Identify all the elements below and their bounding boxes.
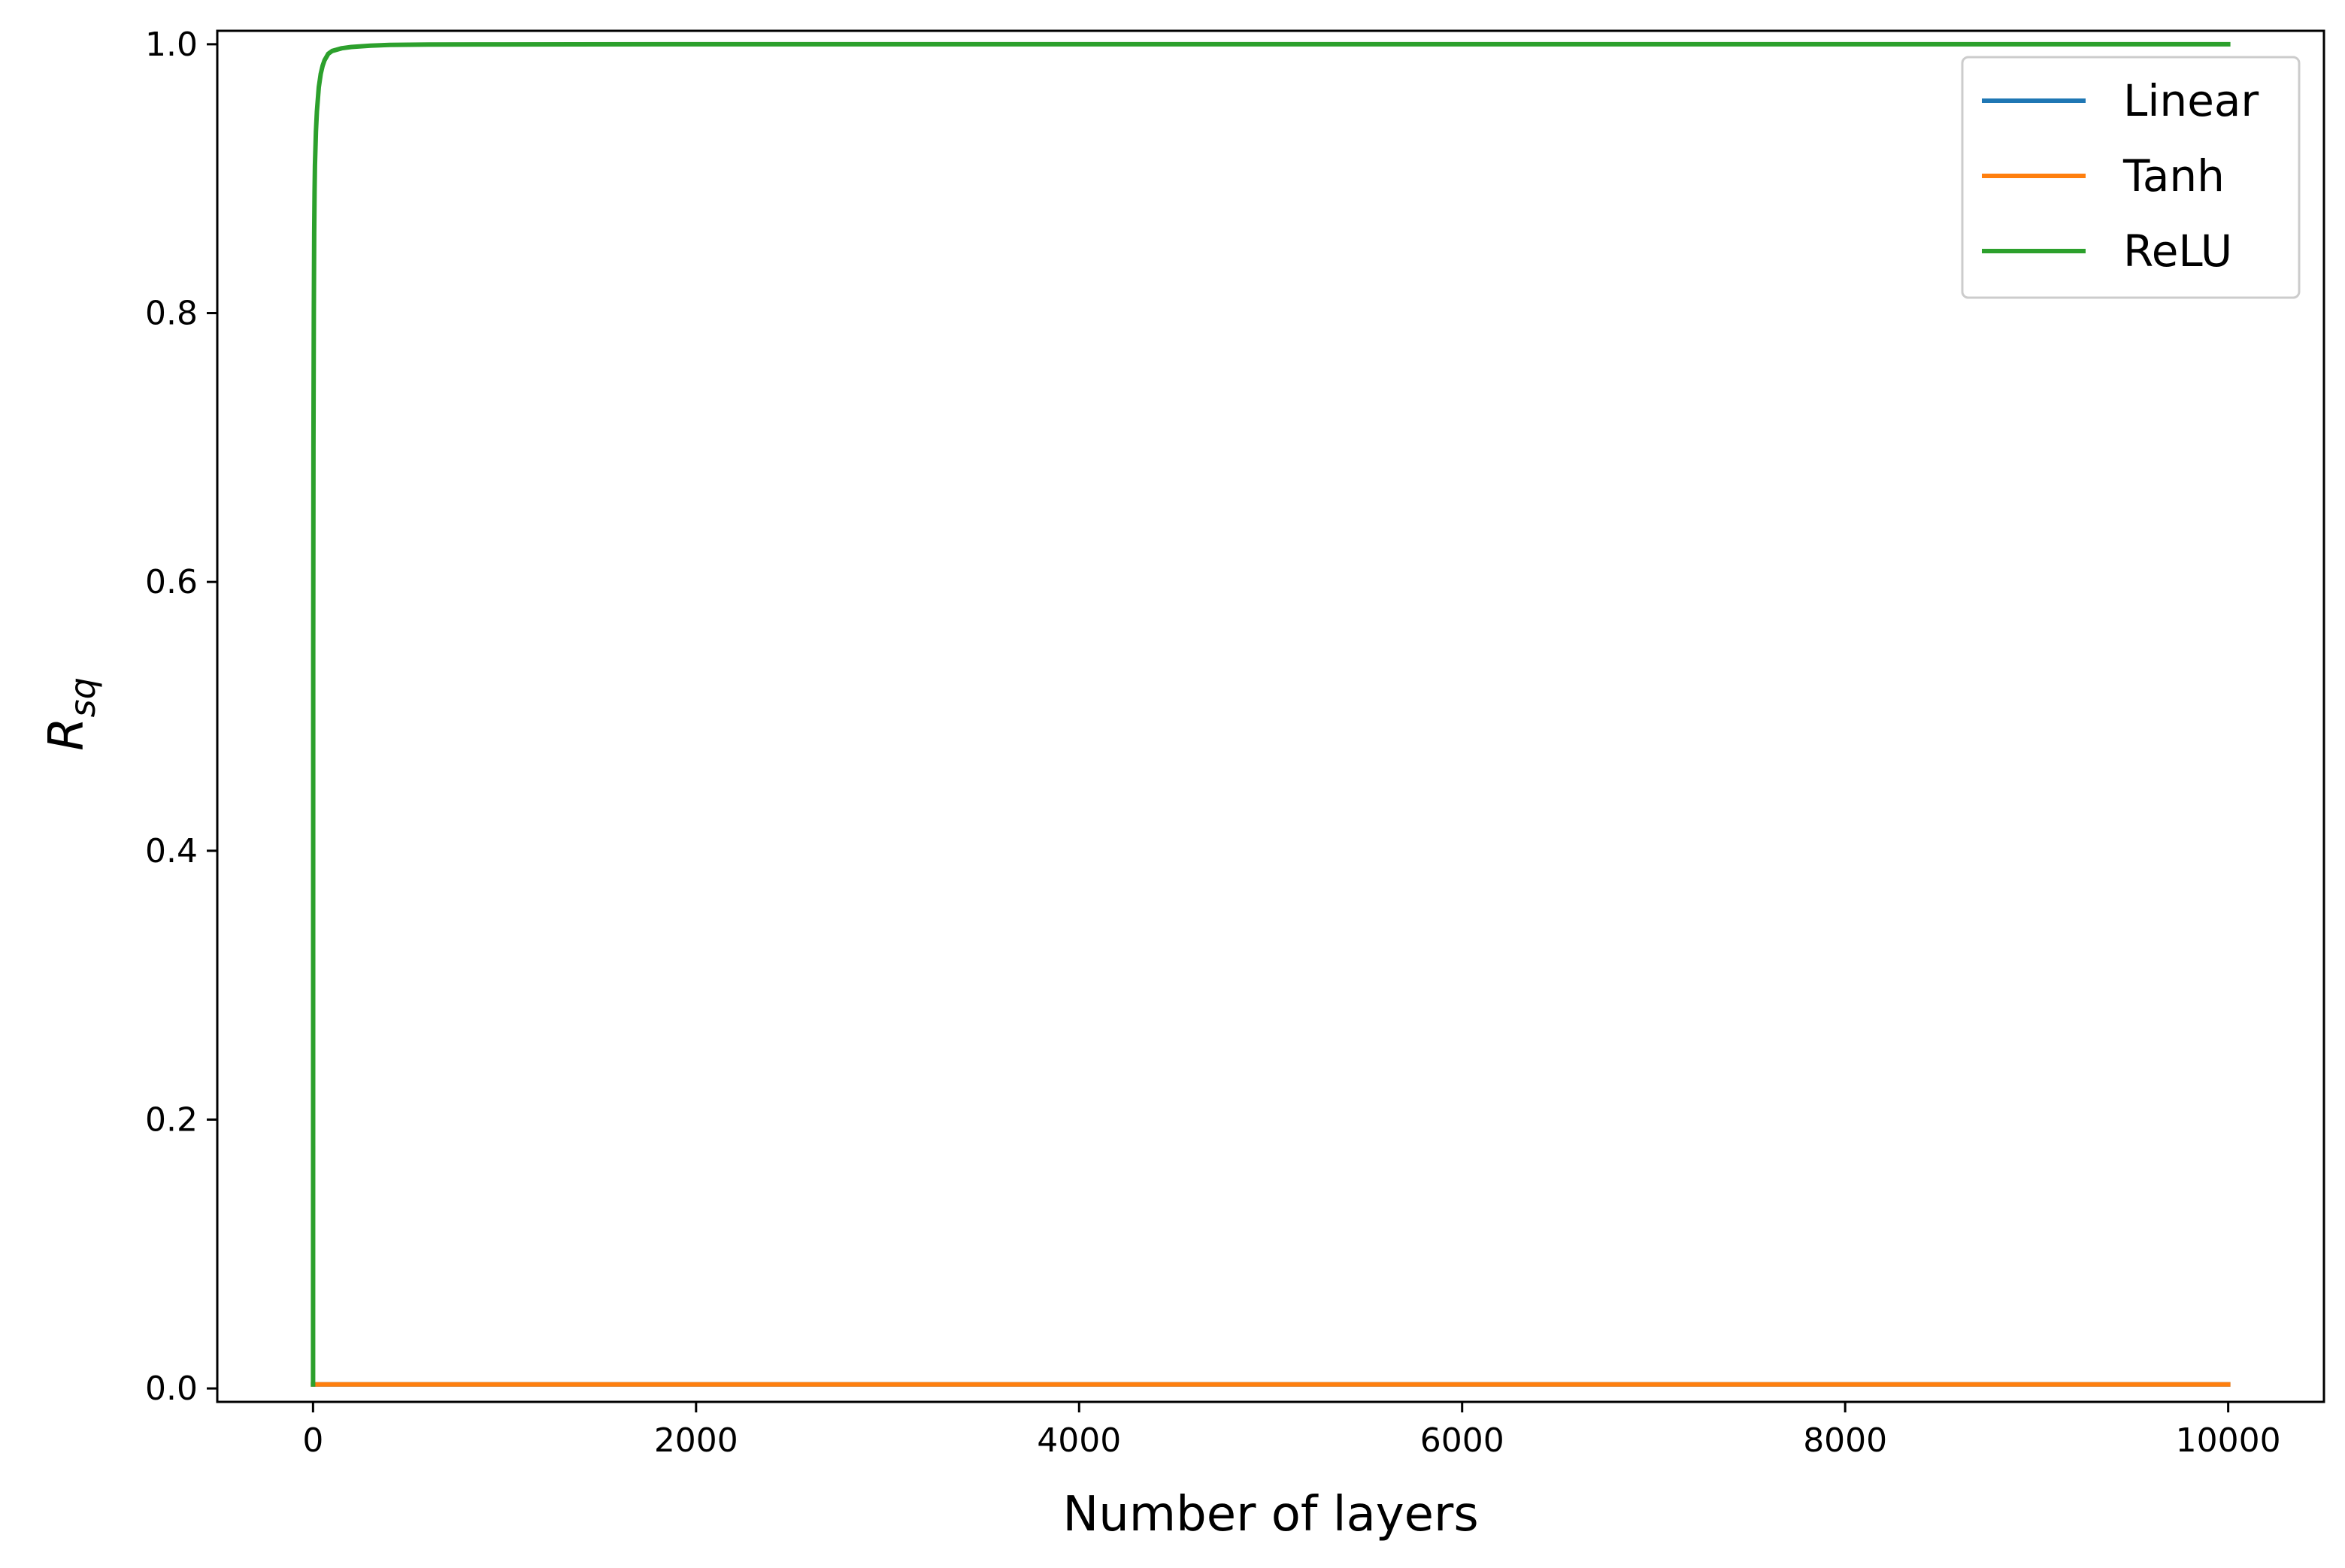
y-axis-label: Rsq: [39, 677, 103, 751]
x-tick-label: 0: [302, 1421, 323, 1460]
legend-box: [1961, 56, 2301, 299]
y-tick-label: 0.0: [145, 1370, 198, 1408]
x-tick-label: 6000: [1420, 1421, 1504, 1460]
y-axis-label-sub: sq: [62, 677, 103, 717]
y-axis-ticks: 0.0 0.2 0.4 0.6 0.8 1.0: [145, 26, 217, 1408]
legend-label-linear: Linear: [2123, 75, 2259, 126]
y-tick-label: 0.2: [145, 1100, 198, 1139]
legend: Linear Tanh ReLU: [1961, 56, 2301, 299]
y-tick-label: 0.4: [145, 832, 198, 870]
x-tick-label: 2000: [654, 1421, 738, 1460]
x-tick-label: 10000: [2176, 1421, 2281, 1460]
series-layer: [311, 41, 2231, 1387]
plot-frame: [216, 29, 2325, 1403]
x-tick-label: 4000: [1037, 1421, 1121, 1460]
y-tick-label: 1.0: [145, 26, 198, 64]
x-axis-label: Number of layers: [1062, 1487, 1478, 1542]
x-axis-ticks: 0 2000 4000 6000 8000 10000: [302, 1402, 2281, 1460]
legend-label-relu: ReLU: [2123, 226, 2232, 277]
y-tick-label: 0.6: [145, 563, 198, 601]
y-tick-label: 0.8: [145, 295, 198, 333]
legend-label-tanh: Tanh: [2122, 150, 2225, 201]
y-axis-label-main: R: [39, 717, 95, 750]
series-line-relu: [311, 41, 2231, 1387]
x-tick-label: 8000: [1803, 1421, 1887, 1460]
